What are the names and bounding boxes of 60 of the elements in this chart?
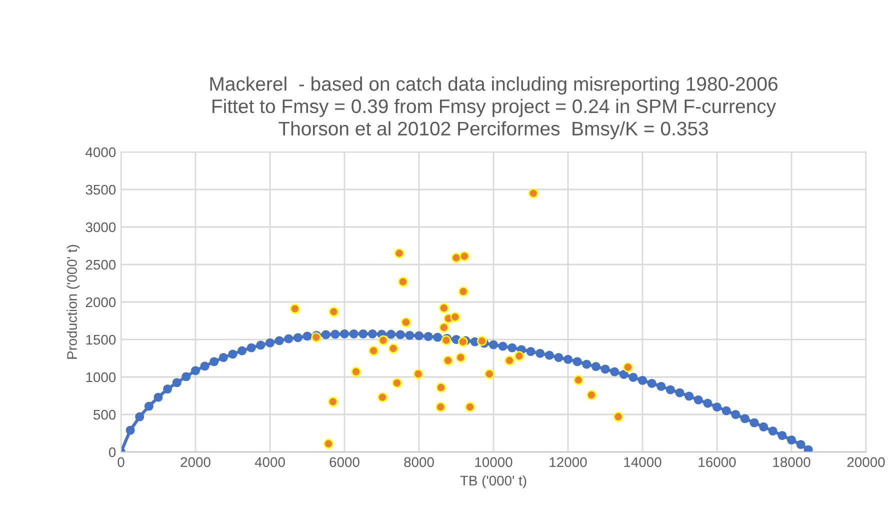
point bbox=[388, 344, 398, 354]
point bbox=[413, 369, 424, 379]
point bbox=[573, 375, 584, 385]
x-tick-label: 8000 bbox=[404, 457, 434, 468]
point bbox=[311, 332, 322, 342]
y-tick-label: 0 bbox=[108, 447, 116, 458]
point bbox=[458, 336, 468, 347]
y-tick-label: 2000 bbox=[86, 297, 116, 308]
point bbox=[465, 402, 476, 412]
point bbox=[528, 188, 538, 198]
point bbox=[438, 303, 449, 313]
point bbox=[368, 346, 379, 356]
point bbox=[441, 335, 452, 346]
x-tick-label: 6000 bbox=[330, 457, 360, 468]
point bbox=[586, 390, 596, 400]
point bbox=[394, 248, 404, 258]
y-tick-label: 1000 bbox=[86, 372, 116, 382]
x-tick-label: 10000 bbox=[475, 457, 512, 468]
x-tick-label: 4000 bbox=[254, 457, 285, 468]
y-tick-label: 4000 bbox=[86, 147, 116, 158]
y-axis-title: Production ('000' t) bbox=[66, 245, 80, 359]
point bbox=[398, 276, 408, 287]
point bbox=[476, 336, 487, 346]
y-tick-label: 1500 bbox=[86, 334, 116, 345]
point bbox=[450, 312, 460, 322]
point bbox=[328, 306, 339, 317]
x-tick-label: 12000 bbox=[550, 457, 587, 468]
point bbox=[504, 356, 514, 366]
y-tick-label: 2500 bbox=[86, 260, 116, 270]
point bbox=[458, 286, 468, 296]
point bbox=[328, 396, 338, 407]
y-tick-label: 3000 bbox=[86, 222, 116, 232]
point bbox=[622, 362, 633, 372]
point bbox=[378, 392, 388, 402]
point bbox=[436, 382, 446, 392]
point bbox=[514, 351, 524, 361]
point bbox=[436, 402, 446, 412]
x-tick-label: 18000 bbox=[773, 457, 810, 468]
point bbox=[400, 317, 411, 328]
y-tick-label: 3500 bbox=[86, 184, 116, 195]
chart-title: Mackerel - based on catch data including misreporting 1980-2006 Fittet to Fmsy = 0.39 from Fmsy project = 0.24 in SPM F-currency Thorson et al 20102 Perciformes Bmsy/K = 0.353 bbox=[210, 76, 778, 140]
point bbox=[290, 304, 300, 314]
x-tick-label: 2000 bbox=[180, 457, 210, 468]
point bbox=[351, 366, 362, 377]
x-tick-label: 14000 bbox=[624, 457, 662, 468]
x-tick-label: 16000 bbox=[698, 457, 736, 468]
point bbox=[456, 352, 466, 362]
point bbox=[392, 378, 402, 388]
point bbox=[613, 412, 624, 422]
point bbox=[484, 369, 494, 379]
y-tick-label: 500 bbox=[94, 410, 116, 420]
point bbox=[378, 335, 388, 346]
x-axis-title: TB ('000' t) bbox=[460, 475, 526, 488]
point bbox=[324, 438, 334, 449]
point bbox=[459, 251, 470, 262]
x-tick-label: 20000 bbox=[847, 457, 885, 468]
point bbox=[443, 356, 454, 366]
x-tick-label: 0 bbox=[118, 457, 124, 468]
point bbox=[438, 322, 449, 332]
point bbox=[451, 252, 462, 263]
